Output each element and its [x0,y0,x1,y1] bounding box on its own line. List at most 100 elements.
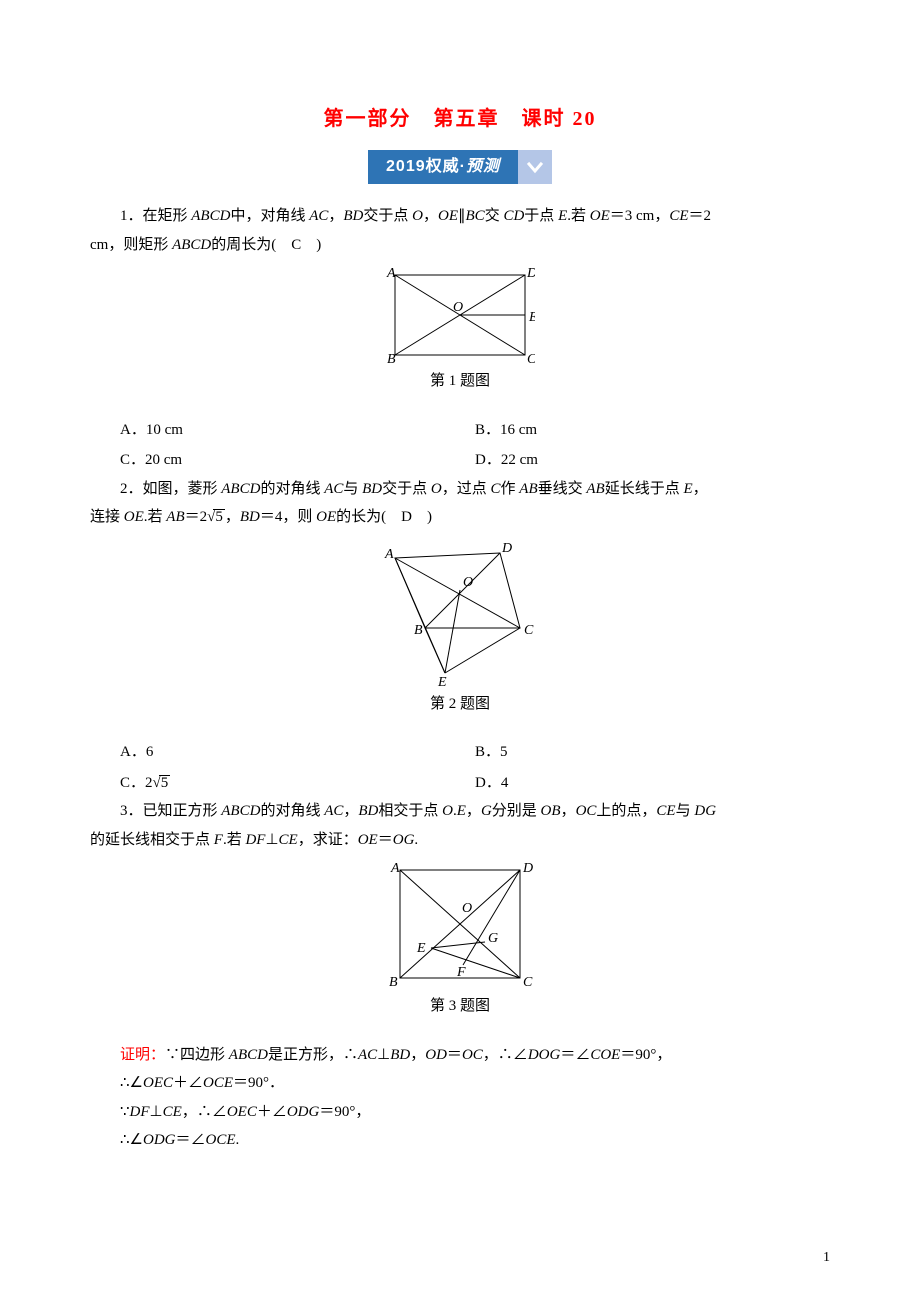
q3-ac: AC [324,803,343,819]
q1-t7: cm，则矩形 [90,237,172,253]
pl1abcd: ABCD [229,1047,268,1063]
q3-figure: A D B C O E G F [90,860,830,990]
q1-bc: BC [466,208,485,224]
q3-df: DF [245,832,265,848]
page-number: 1 [823,1245,830,1272]
banner-arrow [518,150,552,184]
pl1perp: ⊥ [377,1047,390,1063]
q1-lblA: A [386,266,396,281]
q1-t3: 交于点 [363,208,412,224]
q3-lblE: E [416,941,426,956]
pl1eq: ＝ [447,1047,462,1063]
pl1g: ＝∠ [560,1047,590,1063]
page-title: 第一部分 第五章 课时 20 [90,100,830,138]
q1-abcd2: ABCD [172,237,211,253]
banner-main: 2019权威· [386,152,466,182]
q1-cd: CD [503,208,524,224]
q2-t1: 2．如图，菱形 [120,481,221,497]
q3-g: G [481,803,492,819]
q2-eq2: ＝4，则 [260,509,316,525]
q2-comma: ， [225,509,240,525]
q2-o: O [431,481,442,497]
q3-ob: OB [541,803,561,819]
q3-ce: CE [656,803,675,819]
q1-eq1: ＝3 cm， [610,208,670,224]
pl3ce: CE [163,1104,182,1120]
pl3df: DF [130,1104,150,1120]
q2c-sqrt-arg: 5 [159,775,171,791]
q3-e: E [457,803,466,819]
pl4odg: ODG [143,1132,176,1148]
q2-bd2: BD [240,509,260,525]
pl1coe: COE [590,1047,620,1063]
q1-ce: CE [669,208,688,224]
q2-text: 2．如图，菱形 ABCD的对角线 AC与 BD交于点 O，过点 C作 AB垂线交… [90,475,830,504]
q2c-pre: C．2 [120,775,153,791]
q2-eq3: 的长为( D ) [336,509,432,525]
proof-line4: ∴∠ODG＝∠OCE. [90,1126,830,1155]
q1-t4: 交 [485,208,504,224]
proof-line3: ∵DF⊥CE，∴∠OEC＋∠ODG＝90°， [90,1098,830,1127]
q2-t5: 作 [501,481,520,497]
pl3b: ， [182,1104,197,1120]
q1-t2: 中，对角线 [230,208,309,224]
q2-sqrt: √5 [207,509,225,525]
q1-par: ∥ [458,208,466,224]
pl3a: ∵ [120,1104,130,1120]
banner-pred: 预测 [466,152,500,182]
q2-oe2: OE [316,509,336,525]
pl3d: ＋∠ [257,1104,287,1120]
pl1bd: BD [390,1047,410,1063]
q1-t6: .若 [567,208,590,224]
pl1ac: AC [358,1047,377,1063]
pl1c: ∴ [343,1047,358,1063]
q1-eq2: ＝2 [689,208,712,224]
q1-choice-b: B．16 cm [475,416,830,445]
q2-and: 与 [343,481,362,497]
pl2a: ∴∠ [120,1075,143,1091]
q3-c3: ， [561,803,576,819]
q3-t2: 的对角线 [260,803,324,819]
q3-o: O [442,803,453,819]
q2-sqrt-arg: 5 [213,509,225,525]
q3-f: F [214,832,223,848]
q3-t5: 上的点， [596,803,656,819]
q2-choice-c: C．2√5 [120,769,475,798]
proof-line2: ∴∠OEC＋∠OCE＝90°． [90,1069,830,1098]
q2-t9: .若 [144,509,167,525]
q2-choice-d: D．4 [475,769,830,798]
q1-abcd: ABCD [191,208,230,224]
q3-lblB: B [389,975,398,990]
pl1e: ， [483,1047,498,1063]
q1-t1: 1．在矩形 [120,208,191,224]
q1-oe2: OE [590,208,610,224]
q1-o: O [412,208,423,224]
q2-figure: A D C B O E [90,538,830,688]
q2-t2: 的对角线 [260,481,324,497]
prediction-banner: 2019权威·预测 [90,150,830,184]
q3-d2: . [414,832,418,848]
pl2b: ＋∠ [173,1075,203,1091]
q1-lblE: E [528,310,535,325]
q1-t3b: ， [423,208,438,224]
q1-text-cont: cm，则矩形 ABCD的周长为( C ) [90,231,830,260]
q1-lblO: O [453,300,463,315]
q1-e: E [558,208,567,224]
q2-t8: 连接 [90,509,124,525]
pl1oc: OC [462,1047,483,1063]
pl2c: ＝90°． [233,1075,284,1091]
q3-text-cont: 的延长线相交于点 F.若 DF⊥CE，求证：OE＝OG. [90,826,830,855]
pl4a: ∴∠ [120,1132,143,1148]
q3-lblG: G [488,931,498,946]
q2-choice-b: B．5 [475,738,830,767]
q2-t4: ，过点 [442,481,491,497]
q2-lblE: E [437,675,447,688]
q3-c2: ， [466,803,481,819]
q3-text: 3．已知正方形 ABCD的对角线 AC，BD相交于点 O.E，G分别是 OB，O… [90,797,830,826]
q3-t8: .若 [223,832,246,848]
pl4oce: OCE [206,1132,236,1148]
q3-lblF: F [456,965,466,980]
pl2oec: OEC [143,1075,173,1091]
q3-lblD: D [522,861,533,876]
q2-ab3: AB [166,509,184,525]
